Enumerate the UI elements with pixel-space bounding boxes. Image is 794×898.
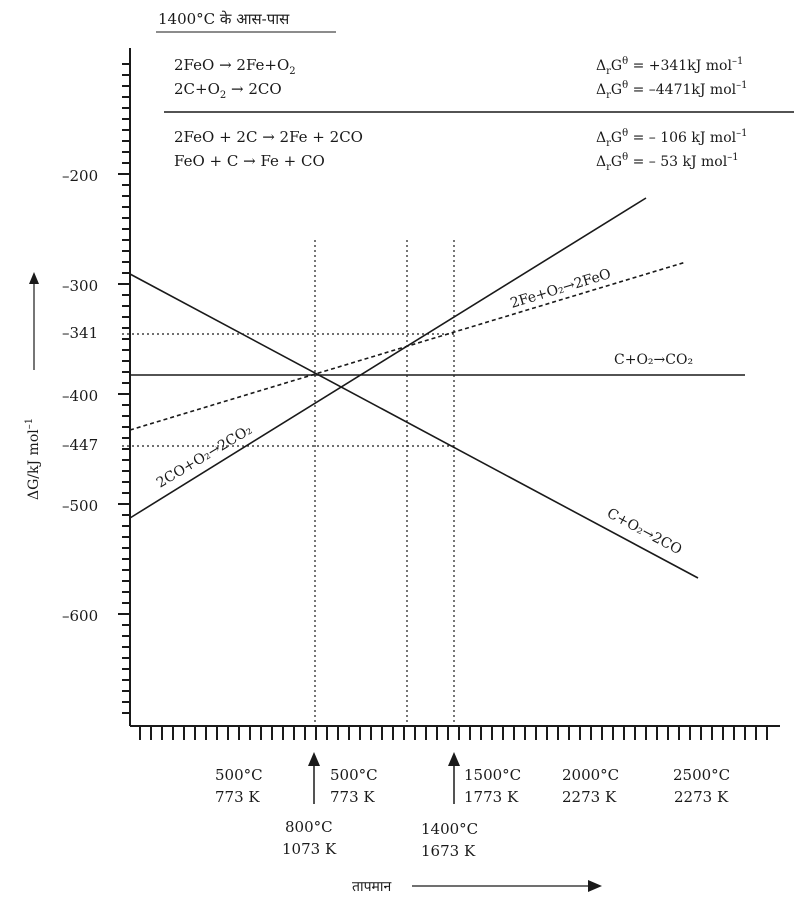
x-tick-label: 2500°C <box>673 766 730 784</box>
y-tick-label: –500 <box>62 497 98 515</box>
x-axis-minor-ticks <box>139 726 768 740</box>
y-tick-label: –447 <box>62 436 98 454</box>
arrow-up-icon <box>308 752 320 766</box>
x-tick-label: 1400°C <box>421 820 478 838</box>
series-label-c-o2-2co: C+O₂→2CO <box>604 505 684 558</box>
y-tick-label: –300 <box>62 277 98 295</box>
equation-2-lhs: 2C+O2 → 2CO <box>174 80 282 101</box>
x-tick-label: 1073 K <box>282 840 337 858</box>
arrow-up-icon <box>448 752 460 766</box>
equation-2-rhs: ΔrGθ = –4471kJ mol–1 <box>596 80 748 101</box>
x-tick-label: 2273 K <box>562 788 617 806</box>
x-tick-label: 2000°C <box>562 766 619 784</box>
series-line-c-o2-2co <box>129 273 699 579</box>
header-title: 1400°C के आस-पास <box>158 10 290 28</box>
y-axis-title: ΔG/kJ mol–1 <box>24 418 42 500</box>
x-axis-arrow-icon <box>588 880 602 892</box>
equation-1-lhs: 2FeO → 2Fe+O2 <box>174 56 296 77</box>
x-tick-label: 1773 K <box>464 788 519 806</box>
equation-4-lhs: FeO + C → Fe + CO <box>174 152 325 170</box>
x-tick-label: 773 K <box>215 788 260 806</box>
x-tick-label: 2273 K <box>674 788 729 806</box>
x-tick-label: 500°C <box>215 766 263 784</box>
y-tick-label: –341 <box>62 324 98 342</box>
equation-3-rhs: ΔrGθ = – 106 kJ mol–1 <box>596 128 747 149</box>
y-axis-arrow-icon <box>29 272 39 284</box>
y-axis-minor-ticks <box>118 63 130 714</box>
x-tick-label: 773 K <box>330 788 375 806</box>
y-tick-label: –400 <box>62 387 98 405</box>
series-lines <box>129 197 745 579</box>
x-tick-label: 800°C <box>285 818 333 836</box>
y-tick-label: –600 <box>62 607 98 625</box>
equations-block: 2FeO → 2Fe+O2 ΔrGθ = +341kJ mol–1 2C+O2 … <box>164 56 794 173</box>
series-label-c-o2-co2: C+O₂→CO₂ <box>614 352 693 368</box>
x-axis-title: तापमान <box>352 879 392 895</box>
equation-1-rhs: ΔrGθ = +341kJ mol–1 <box>596 56 743 77</box>
equation-3-lhs: 2FeO + 2C → 2Fe + 2CO <box>174 128 363 146</box>
x-tick-label: 1673 K <box>421 842 476 860</box>
x-tick-label: 500°C <box>330 766 378 784</box>
series-line-2co-o2-2co2 <box>129 197 647 519</box>
svg-text:ΔG/kJ mol–1: ΔG/kJ mol–1 <box>24 418 42 500</box>
reference-lines <box>122 240 455 726</box>
y-tick-label: –200 <box>62 167 98 185</box>
y-tick-labels: –200 –300 –341 –400 –447 –500 –600 <box>62 167 98 625</box>
equation-4-rhs: ΔrGθ = – 53 kJ mol–1 <box>596 152 739 173</box>
x-tick-label: 1500°C <box>464 766 521 784</box>
series-label-2co-o2-2co2: 2CO+O₂→2CO₂ <box>154 422 255 492</box>
x-tick-labels: 500°C 773 K 800°C 1073 K 500°C 773 K 140… <box>215 766 730 860</box>
